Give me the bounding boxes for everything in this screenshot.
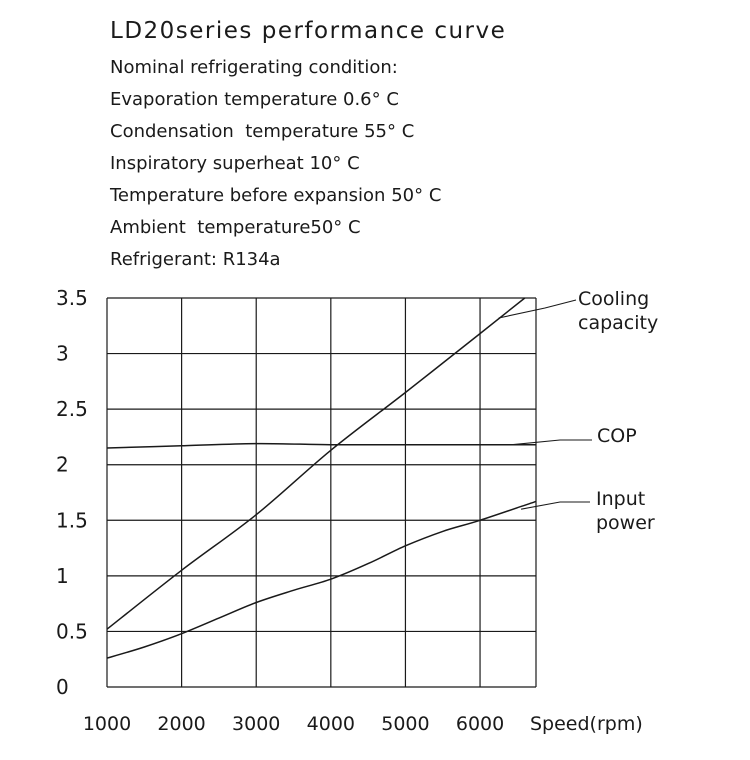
chart-header: LD20series performance curve Nominal ref… [110, 18, 506, 276]
x-tick-label: 5000 [381, 713, 429, 735]
cooling-capacity-label: capacity [578, 312, 658, 334]
input-power-label: Input [596, 488, 645, 510]
condition-line: Refrigerant: R134a [110, 249, 281, 270]
series-group [106, 297, 537, 659]
y-tick-label: 2.5 [56, 397, 88, 421]
y-tick-label: 0 [56, 675, 69, 699]
x-tick-label: 3000 [232, 713, 280, 735]
y-tick-label: 3.5 [56, 286, 88, 310]
cooling-capacity-line [106, 297, 526, 630]
chart-title: LD20series performance curve [110, 18, 507, 44]
y-tick-label: 1 [56, 564, 69, 588]
condition-line: Nominal refrigerating condition: [110, 57, 398, 78]
condition-line: Temperature before expansion 50° C [110, 185, 442, 206]
x-tick-label: 4000 [307, 713, 355, 735]
x-axis-ticks: 1000 2000 3000 4000 5000 6000 [83, 713, 504, 735]
y-axis-ticks: 0 0.5 1 1.5 2 2.5 3 3.5 [56, 286, 88, 699]
y-tick-label: 3 [56, 342, 69, 366]
cop-label: COP [597, 425, 637, 447]
cooling-capacity-label: Cooling [578, 288, 649, 310]
y-tick-label: 1.5 [56, 508, 88, 532]
y-tick-label: 2 [56, 453, 69, 477]
x-tick-label: 6000 [456, 713, 504, 735]
condition-line: Ambient temperature50° C [110, 217, 361, 238]
y-tick-label: 0.5 [56, 619, 88, 643]
cop-line [106, 442, 536, 449]
input-power-leader [520, 501, 590, 510]
input-power-label: power [596, 512, 655, 534]
chart-grid [106, 297, 537, 688]
x-tick-label: 2000 [157, 713, 205, 735]
condition-line: Condensation temperature 55° C [110, 121, 415, 142]
x-axis-label: Speed(rpm) [530, 713, 643, 735]
cooling-capacity-leader [498, 299, 577, 319]
x-tick-label: 1000 [83, 713, 131, 735]
condition-line: Inspiratory superheat 10° C [110, 153, 360, 174]
input-power-line [106, 500, 537, 659]
condition-line: Evaporation temperature 0.6° C [110, 89, 399, 110]
cop-leader [511, 439, 592, 446]
